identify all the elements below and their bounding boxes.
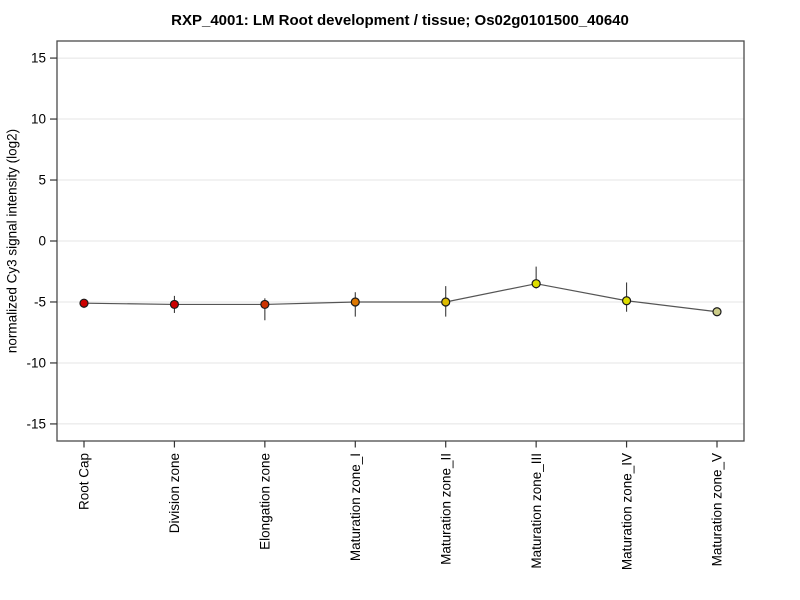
y-tick-label: 5 (38, 173, 46, 188)
y-tick-label: 0 (38, 234, 46, 249)
x-tick-label: Maturation zone_V (710, 453, 725, 566)
data-point (621, 296, 632, 306)
x-tick-label: Maturation zone_II (438, 453, 453, 565)
x-tick-label: Root Cap (77, 453, 92, 510)
data-point (260, 299, 270, 310)
chart-title: RXP_4001: LM Root development / tissue; … (171, 12, 629, 29)
y-axis-label: normalized Cy3 signal intensity (log2) (4, 128, 20, 354)
x-tick-label: Maturation zone_IV (619, 453, 634, 570)
y-tick-label: -5 (34, 294, 46, 309)
data-point (350, 297, 360, 307)
data-point (441, 297, 451, 307)
x-tick-label: Elongation zone (258, 453, 273, 550)
series-line (83, 283, 718, 313)
x-tick-label: Maturation zone_I (348, 453, 363, 561)
x-tick-label: Maturation zone_III (529, 453, 544, 569)
y-tick-label: 15 (31, 51, 46, 66)
x-tick-label: Division zone (167, 453, 182, 533)
data-point (712, 307, 722, 317)
y-tick-label: -10 (26, 355, 46, 370)
data-point (169, 299, 180, 310)
y-tick-label: 10 (31, 112, 46, 127)
y-tick-label: -15 (26, 416, 46, 431)
data-point (79, 298, 89, 308)
data-point (531, 279, 541, 289)
